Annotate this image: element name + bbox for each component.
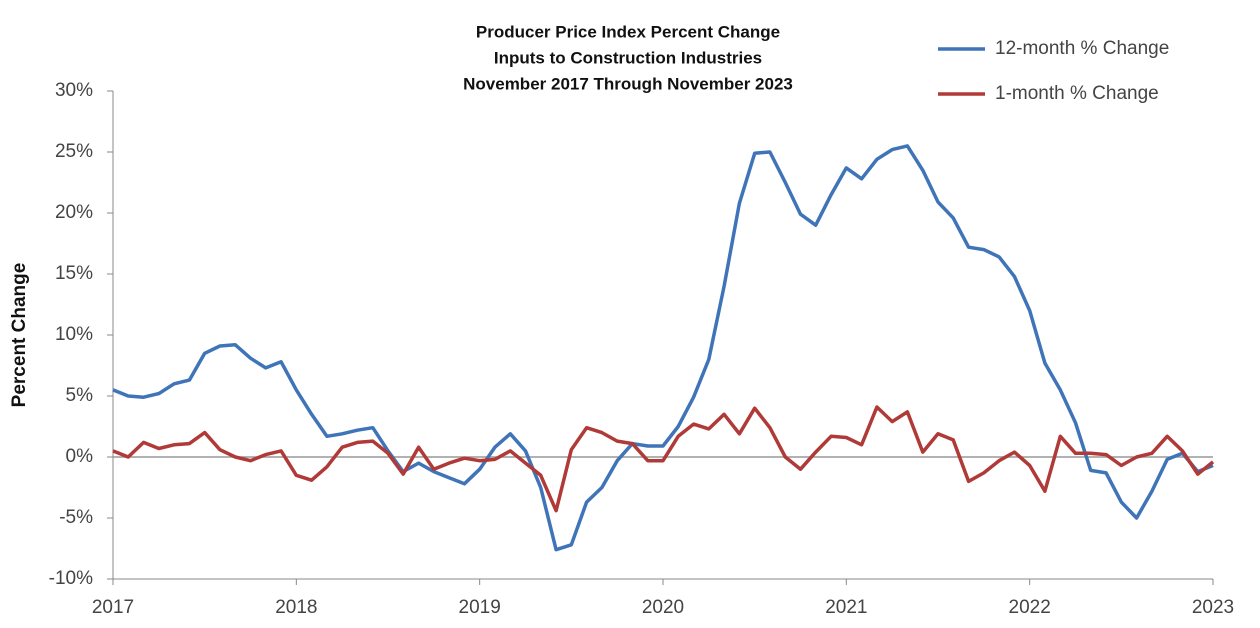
y-axis-label: Percent Change xyxy=(9,263,30,408)
chart-title: Producer Price Index Percent Change xyxy=(476,22,780,41)
y-tick-label: 15% xyxy=(55,263,93,284)
x-tick-label: 2017 xyxy=(92,597,134,618)
x-tick-label: 2023 xyxy=(1192,597,1234,618)
legend-label: 12-month % Change xyxy=(995,38,1169,59)
y-tick-label: 25% xyxy=(55,141,93,162)
y-tick-label: 5% xyxy=(66,385,94,406)
x-tick-label: 2021 xyxy=(825,597,867,618)
series-line xyxy=(112,144,1214,552)
y-tick-label: -5% xyxy=(59,507,93,528)
legend-label: 1-month % Change xyxy=(995,83,1159,104)
y-tick-label: 10% xyxy=(55,324,93,345)
series-line xyxy=(112,405,1215,513)
y-tick-label: 30% xyxy=(55,80,93,101)
x-tick-label: 2019 xyxy=(459,597,501,618)
y-tick-label: 0% xyxy=(66,446,94,467)
y-tick-label: -10% xyxy=(49,568,93,589)
y-tick-label: 20% xyxy=(55,202,93,223)
x-tick-label: 2022 xyxy=(1009,597,1051,618)
x-tick-label: 2018 xyxy=(275,597,317,618)
chart-title: Inputs to Construction Industries xyxy=(494,48,762,67)
x-tick-label: 2020 xyxy=(642,597,684,618)
chart-title: November 2017 Through November 2023 xyxy=(463,74,793,93)
